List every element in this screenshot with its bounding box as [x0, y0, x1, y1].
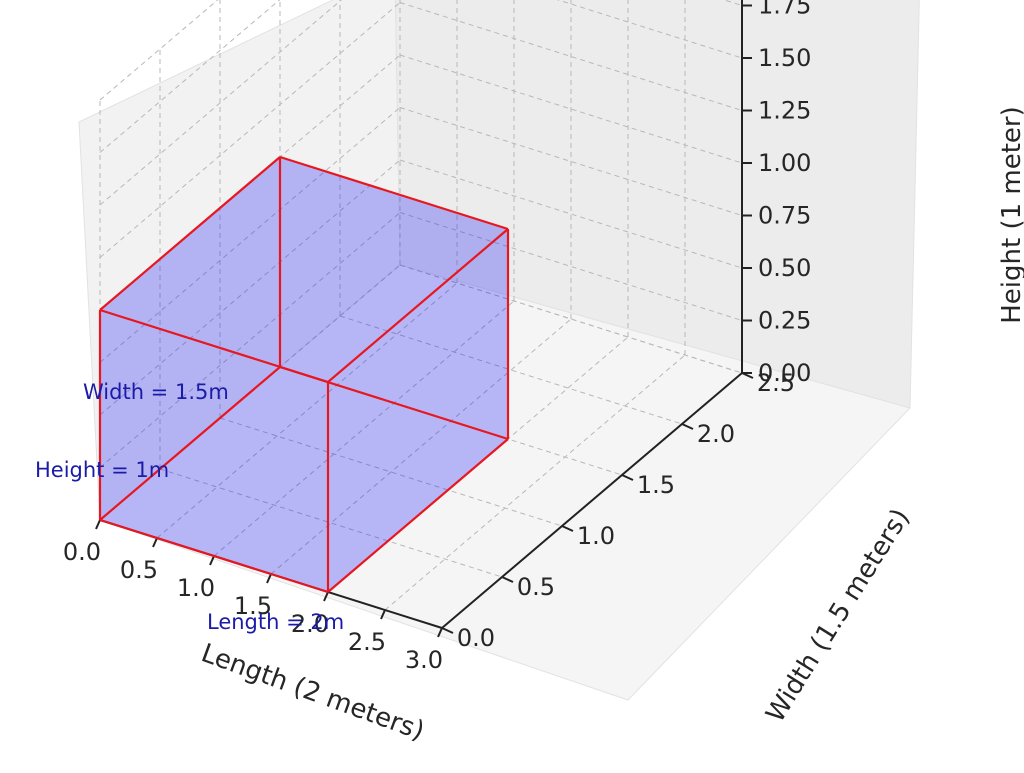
height-annotation: Height = 1m [35, 458, 169, 482]
y-tick-mark [501, 576, 514, 583]
grid-line-z [399, 212, 743, 321]
z-tick-label: 1.25 [758, 97, 811, 125]
tick-labels: 0.00.51.01.52.02.53.00.00.51.01.52.02.50… [63, 0, 812, 674]
x-tick-mark [209, 555, 215, 566]
grid-line-z [99, 0, 219, 101]
z-tick-label: 0.00 [758, 359, 811, 387]
grid-line-z [399, 2, 743, 111]
grid-line-z [399, 264, 743, 374]
grid-line-y [219, 417, 563, 527]
y-tick-label: 2.5 [757, 369, 795, 397]
x-tick-label: 1.5 [234, 592, 272, 620]
x-tick-mark [152, 537, 158, 548]
x-tick-label: 3.0 [405, 646, 443, 674]
x-tick-mark [95, 519, 101, 530]
grid-line-x [156, 282, 458, 539]
y-tick-mark [621, 474, 634, 481]
x-tick-mark [380, 609, 386, 620]
z-tick-label: 1.50 [758, 44, 811, 72]
grid-line-z [556, 0, 743, 59]
y-tick-label: 0.5 [517, 573, 555, 601]
y-tick-label: 0.0 [457, 624, 495, 652]
z-tick-label: 0.75 [758, 202, 811, 230]
length-annotation: Length = 2m [207, 610, 344, 634]
box-edge [99, 156, 281, 311]
z-axis-label: Height (1 meter) [997, 106, 1024, 324]
grid-line-z [99, 212, 401, 468]
y-tick-mark [441, 627, 454, 634]
x-tick-label: 0.5 [120, 556, 158, 584]
grid-line-x [384, 354, 686, 611]
z-tick-label: 1.00 [758, 149, 811, 177]
grid-line-z [399, 159, 743, 269]
z-tick-label: 0.50 [758, 254, 811, 282]
grid-line-y [339, 315, 683, 425]
grid-line-z [99, 107, 401, 363]
box-edge [279, 155, 509, 231]
grid-line-z [399, 107, 743, 216]
z-tick-label: 0.25 [758, 307, 811, 335]
y-tick-label: 2.0 [697, 420, 735, 448]
box-face-front [100, 310, 328, 592]
box [98, 155, 510, 594]
grid-line-x [213, 300, 515, 557]
grid-line-z [99, 159, 401, 416]
y-tick-label: 1.0 [577, 522, 615, 550]
y-tick-label: 1.5 [637, 471, 675, 499]
x-axis-label: Length (2 meters) [197, 638, 428, 746]
box-face-bottom [100, 367, 508, 592]
box-edge [99, 308, 329, 384]
box-edge [99, 518, 329, 594]
box-edge [327, 438, 509, 593]
grid-line-z [99, 0, 342, 206]
y-axis-line [441, 372, 743, 629]
x-tick-mark [437, 627, 443, 638]
box-face-top [100, 157, 508, 382]
x-tick-mark [266, 573, 272, 584]
y-tick-mark [681, 423, 694, 430]
x-tick-label: 1.0 [177, 574, 215, 602]
box-face-back [280, 157, 508, 439]
grid-line-z [399, 54, 743, 164]
grid-line-z [99, 0, 281, 153]
x-tick-label: 2.0 [291, 610, 329, 638]
grid-line-z [99, 2, 401, 258]
grid-line-y [159, 468, 503, 578]
box-edge [99, 366, 281, 521]
width-annotation: Width = 1.5m [83, 380, 229, 404]
box-edge [327, 228, 509, 383]
x-tick-label: 2.5 [348, 628, 386, 656]
x-tick-label: 0.0 [63, 538, 101, 566]
z-tick-label: 1.75 [758, 0, 811, 20]
grid-line-x [270, 318, 572, 575]
grid-line-y [279, 366, 623, 476]
x-tick-mark [323, 591, 329, 602]
y-tick-mark [561, 525, 574, 532]
